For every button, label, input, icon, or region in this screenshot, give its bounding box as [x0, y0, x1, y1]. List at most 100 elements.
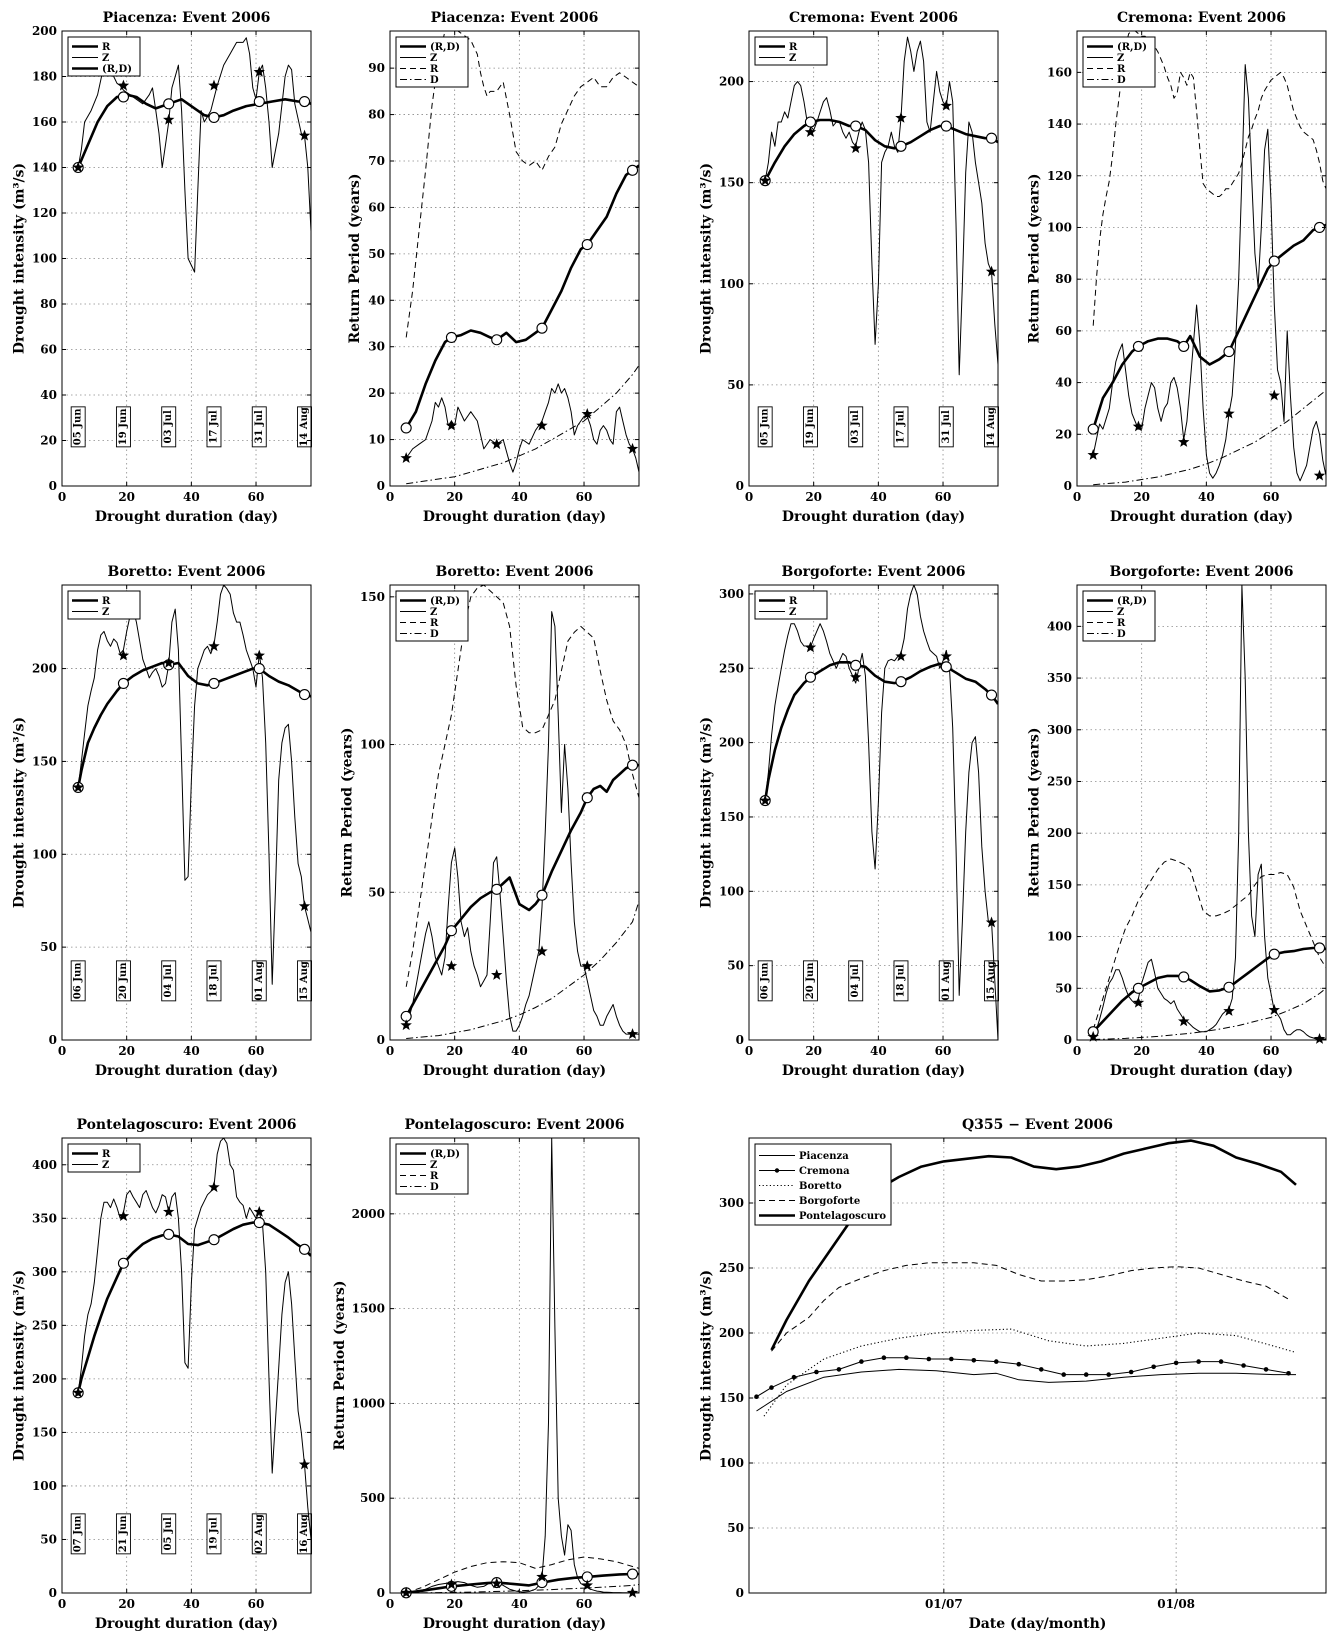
legend-entry: Boretto	[799, 1181, 842, 1192]
y-tick-label: 150	[719, 810, 744, 824]
series-point	[859, 1359, 864, 1364]
star-marker	[117, 1210, 130, 1222]
star-marker	[298, 1458, 311, 1470]
y-axis-label: Return Period (years)	[340, 728, 356, 898]
star-marker	[759, 174, 771, 186]
star-marker	[298, 900, 311, 912]
legend-entry: (R,D)	[430, 1149, 460, 1160]
date-label-text: 20 Jun	[805, 962, 816, 999]
circle-marker	[253, 663, 265, 675]
star-marker	[1313, 1032, 1326, 1044]
star-marker	[163, 1205, 175, 1217]
date-label-box	[206, 1513, 222, 1555]
circle-marker	[445, 925, 457, 937]
y-tick-label: 0	[49, 1586, 57, 1600]
y-tick-label: 0	[377, 479, 385, 493]
star-marker	[1087, 1030, 1099, 1042]
series-line-r	[1092, 31, 1326, 326]
date-label: 14 Aug	[297, 406, 312, 448]
date-label-text: 14 Aug	[299, 407, 310, 446]
date-label-box	[893, 406, 909, 448]
y-axis-label: Drought intensity (m³/s)	[699, 717, 715, 908]
y-axis-label: Return Period (years)	[1027, 728, 1043, 898]
circle-marker	[208, 1234, 220, 1246]
y-tick-label: 100	[32, 847, 57, 861]
circle-marker	[940, 661, 952, 673]
y-tick-label: 0	[49, 479, 57, 493]
legend-entry: (R,D)	[1117, 42, 1147, 53]
circle-marker	[1087, 423, 1099, 435]
legend-entry: Piacenza	[799, 1151, 849, 1162]
y-tick-label: 150	[360, 590, 385, 604]
x-tick-label: 40	[1198, 490, 1215, 504]
legend-entry: Z	[789, 53, 796, 64]
series-point	[1218, 1359, 1224, 1364]
date-label-box	[251, 1513, 267, 1555]
circle-marker	[850, 120, 862, 132]
star-marker	[985, 916, 998, 928]
series-line-r	[405, 31, 639, 338]
date-label: 04 Jul	[848, 960, 864, 1002]
date-label: 16 Aug	[297, 1513, 312, 1555]
circle-marker	[1268, 255, 1280, 267]
panel-title: Piacenza: Event 2006	[103, 10, 271, 26]
legend-entry: R	[430, 1171, 439, 1182]
circle-marker	[804, 116, 816, 128]
y-tick-label: 0	[736, 1033, 744, 1047]
date-label-text: 31 Jul	[941, 410, 952, 443]
y-tick-label: 250	[32, 1318, 57, 1332]
legend: (R,D)ZRD	[395, 1143, 469, 1195]
date-label-box	[757, 406, 773, 448]
legend: RZ(R,D)	[67, 36, 141, 77]
legend-entry: R	[430, 64, 439, 75]
plot-frame	[389, 30, 640, 487]
y-axis-label: Return Period (years)	[1027, 174, 1043, 344]
y-tick-label: 200	[1047, 826, 1072, 840]
date-label-text: 02 Aug	[254, 1514, 265, 1553]
y-tick-label: 500	[360, 1491, 385, 1505]
legend-box	[754, 1143, 892, 1226]
date-label: 21 Jun	[115, 1513, 131, 1555]
series-point	[1241, 1363, 1246, 1368]
circle-marker	[536, 322, 548, 334]
series-line-r	[76, 1221, 311, 1394]
x-tick-label: 40	[511, 1044, 528, 1058]
date-label-text: 07 Jun	[73, 1515, 84, 1552]
y-tick-label: 200	[32, 24, 57, 38]
y-tick-label: 1000	[352, 1396, 385, 1410]
star-marker	[536, 419, 548, 431]
star-marker	[536, 945, 548, 957]
date-label: 19 Jun	[115, 406, 131, 448]
x-tick-label: 60	[248, 490, 265, 504]
y-tick-label: 150	[1047, 878, 1072, 892]
x-axis-label: Drought duration (day)	[95, 1616, 278, 1632]
y-tick-label: 100	[719, 277, 744, 291]
series-line-d	[406, 365, 639, 485]
date-label: 18 Jul	[893, 960, 909, 1002]
circle-marker	[1178, 971, 1190, 983]
x-tick-label: 0	[386, 1597, 394, 1611]
x-axis-label: Drought duration (day)	[782, 1063, 965, 1079]
series-line-rd	[405, 763, 639, 1018]
series-point	[949, 1356, 954, 1362]
legend: RZ	[67, 590, 141, 620]
circle-marker	[1223, 981, 1235, 993]
legend-box	[754, 36, 828, 66]
panel-title: Cremona: Event 2006	[789, 10, 958, 26]
plot-frame	[748, 1137, 1327, 1594]
y-axis-label: Drought intensity (m³/s)	[699, 163, 715, 354]
star-marker	[1268, 389, 1280, 401]
date-label-text: 18 Jul	[895, 964, 906, 997]
series-line-z	[77, 37, 311, 273]
circle-marker	[253, 1217, 265, 1229]
star-marker	[626, 442, 639, 454]
x-tick-label: 60	[248, 1597, 265, 1611]
date-label: 01 Aug	[938, 960, 954, 1002]
circle-marker	[581, 792, 593, 804]
date-label-box	[115, 1513, 131, 1555]
series-point	[1061, 1372, 1067, 1377]
series-point	[1196, 1359, 1201, 1364]
legend-entry: Z	[789, 607, 796, 618]
series-line-borgoforte	[771, 1262, 1289, 1352]
plot-frame	[61, 1137, 312, 1594]
